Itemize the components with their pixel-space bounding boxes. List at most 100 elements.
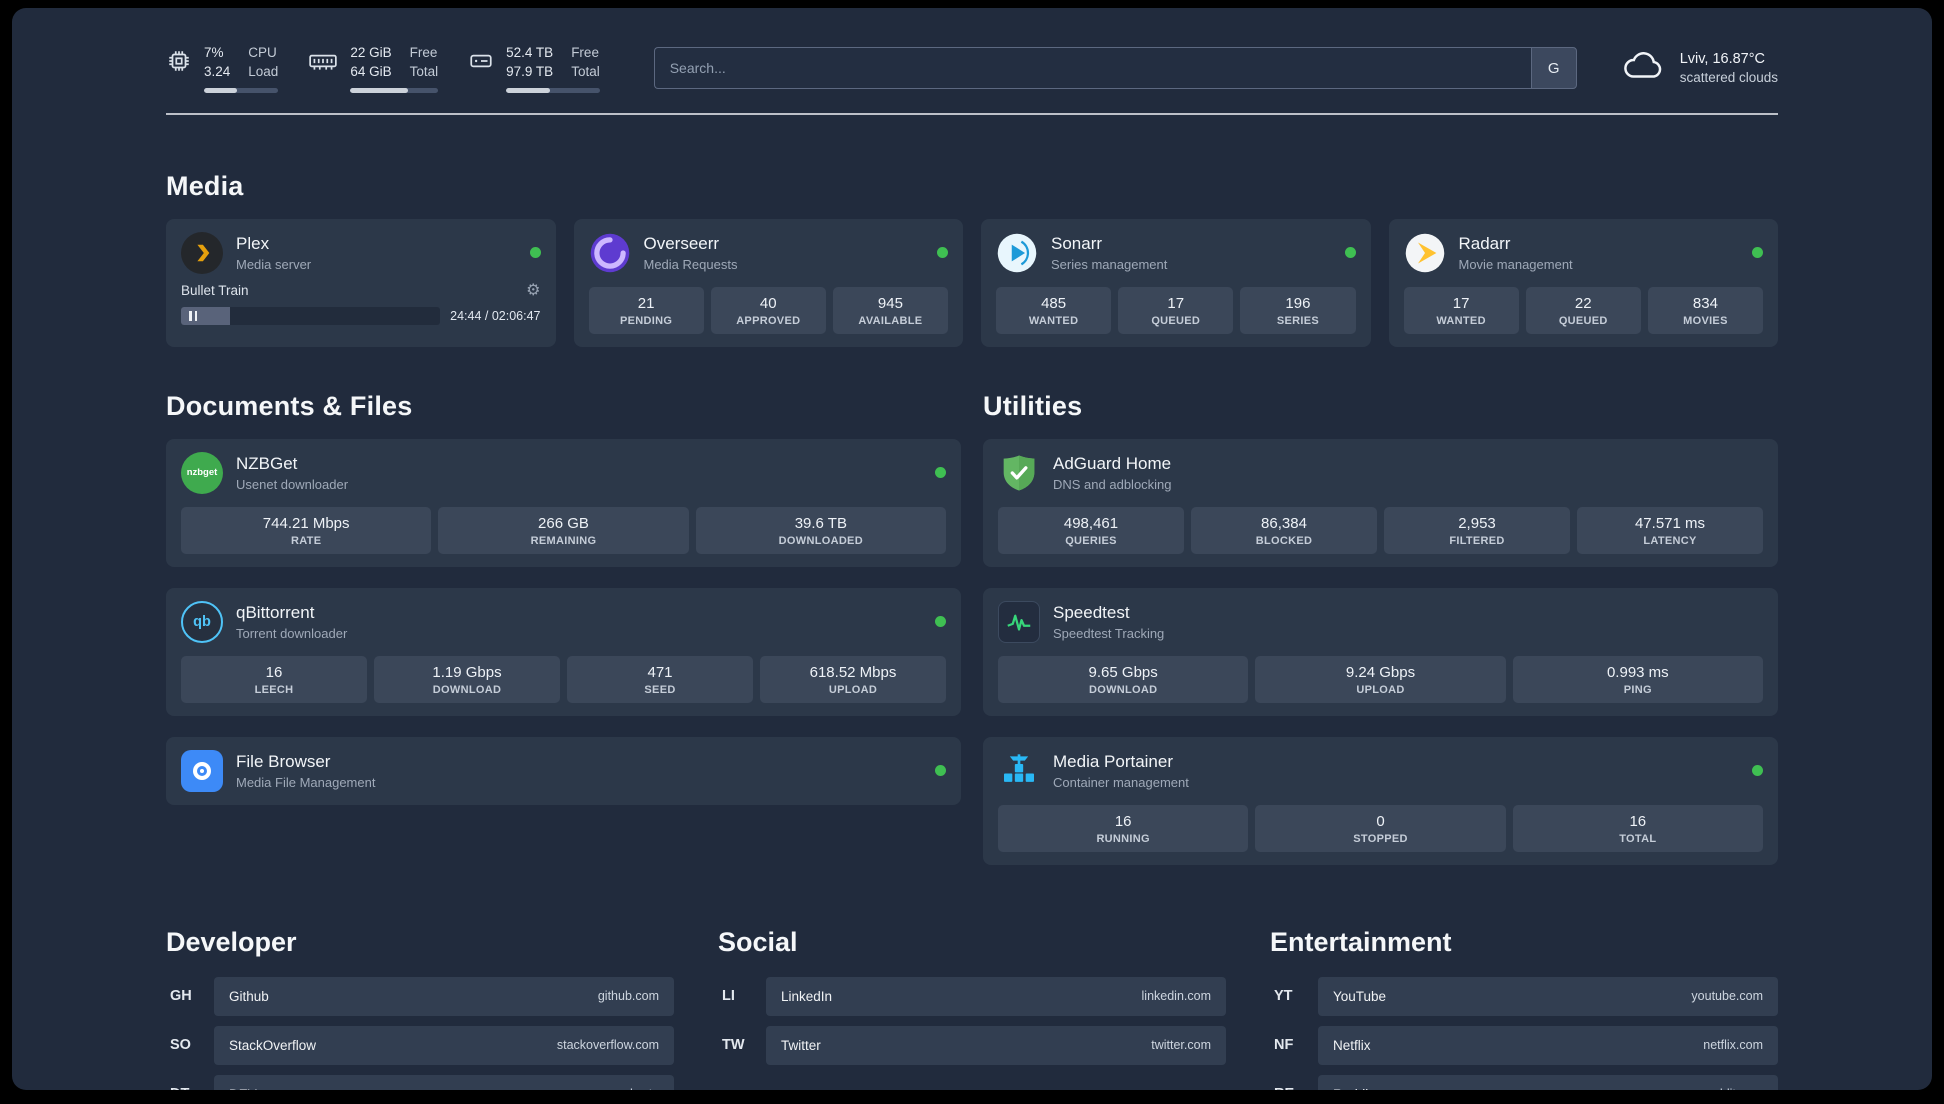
bookmark-name: StackOverflow bbox=[229, 1037, 317, 1053]
bookmark-linkedin[interactable]: LI LinkedIn linkedin.com bbox=[718, 976, 1226, 1016]
memory-free-value: 22 GiB bbox=[350, 45, 392, 60]
app-card-nzbget[interactable]: nzbget NZBGet Usenet downloader 744.21 M… bbox=[166, 438, 961, 567]
bookmark-name: DEV bbox=[229, 1087, 257, 1090]
bookmark-abbr: RE bbox=[1270, 1075, 1318, 1090]
memory-total-value: 64 GiB bbox=[350, 63, 392, 79]
dashboard: 7% 3.24 CPU Load bbox=[12, 8, 1932, 1090]
cpu-load-label: Load bbox=[248, 63, 279, 79]
bookmark-url: stackoverflow.com bbox=[556, 1038, 659, 1053]
status-indicator bbox=[1752, 247, 1763, 259]
playback-time: 24:44 / 02:06:47 bbox=[450, 308, 541, 323]
search-bar: G bbox=[653, 47, 1577, 90]
bookmark-group-entertainment: Entertainment YT YouTube youtube.com NF … bbox=[1270, 927, 1778, 1090]
bookmark-netflix[interactable]: NF Netflix netflix.com bbox=[1270, 1025, 1778, 1065]
cpu-progress-fill bbox=[204, 87, 238, 93]
nzbget-icon: nzbget bbox=[181, 451, 223, 494]
stat-tile: 21 PENDING bbox=[588, 286, 704, 334]
stat-tile: 0 STOPPED bbox=[1255, 804, 1506, 852]
stat-tile: 1.19 Gbps DOWNLOAD bbox=[374, 655, 560, 703]
app-title: Plex bbox=[236, 233, 270, 253]
search-input[interactable] bbox=[653, 47, 1531, 90]
bookmark-group-title: Developer bbox=[166, 926, 297, 957]
sonarr-icon bbox=[996, 232, 1038, 274]
app-card-qbittorrent[interactable]: qb qBittorrent Torrent downloader 16 LEE… bbox=[166, 587, 961, 716]
app-subtitle: Movie management bbox=[1458, 256, 1573, 272]
weather-location: Lviv, 16.87°C bbox=[1679, 51, 1766, 68]
stat-tile: 0.993 ms PING bbox=[1512, 655, 1763, 703]
bookmark-name: Reddit bbox=[1333, 1087, 1372, 1090]
bookmark-group-title: Social bbox=[718, 926, 798, 957]
app-title: NZBGet bbox=[236, 453, 298, 473]
bookmark-youtube[interactable]: YT YouTube youtube.com bbox=[1270, 976, 1778, 1016]
bookmark-group-title: Entertainment bbox=[1270, 926, 1452, 957]
app-subtitle: Media File Management bbox=[236, 774, 376, 790]
bookmark-abbr: NF bbox=[1274, 1037, 1294, 1054]
stat-tile: 9.65 Gbps DOWNLOAD bbox=[998, 655, 1249, 703]
app-card-portainer[interactable]: Media Portainer Container management 16 … bbox=[983, 736, 1778, 865]
top-bar: 7% 3.24 CPU Load bbox=[166, 44, 1778, 93]
stat-tile: 39.6 TB DOWNLOADED bbox=[695, 506, 946, 554]
bookmark-twitter[interactable]: TW Twitter twitter.com bbox=[718, 1025, 1226, 1065]
speedtest-icon bbox=[998, 600, 1040, 643]
bookmark-name: Netflix bbox=[1333, 1037, 1371, 1053]
app-card-adguard[interactable]: AdGuard Home DNS and adblocking 498,461 … bbox=[983, 438, 1778, 567]
now-playing-title: Bullet Train bbox=[181, 283, 249, 299]
stat-tile: 485 WANTED bbox=[996, 286, 1112, 334]
disk-free-value: 52.4 TB bbox=[506, 45, 554, 60]
overseerr-icon bbox=[589, 232, 631, 274]
stat-tile: 471 SEED bbox=[567, 655, 753, 703]
search-engine-button[interactable]: G bbox=[1530, 47, 1577, 90]
memory-free-label: Free bbox=[409, 45, 438, 60]
app-card-filebrowser[interactable]: File Browser Media File Management bbox=[166, 736, 961, 805]
bookmark-reddit[interactable]: RE Reddit reddit.com bbox=[1270, 1074, 1778, 1090]
app-card-radarr[interactable]: Radarr Movie management 17 WANTED 22 QUE… bbox=[1388, 218, 1778, 347]
section-title-media: Media bbox=[166, 170, 244, 201]
gear-icon[interactable]: ⚙ bbox=[526, 281, 541, 299]
app-card-sonarr[interactable]: Sonarr Series management 485 WANTED 17 Q… bbox=[981, 218, 1371, 347]
disk-progress-fill bbox=[506, 87, 551, 93]
status-indicator bbox=[935, 467, 946, 479]
stat-tile: 744.21 Mbps RATE bbox=[181, 506, 432, 554]
bookmark-url: github.com bbox=[597, 989, 659, 1004]
cpu-widget: 7% 3.24 CPU Load bbox=[166, 44, 279, 93]
app-card-speedtest[interactable]: Speedtest Speedtest Tracking 9.65 Gbps D… bbox=[983, 587, 1778, 716]
disk-free-label: Free bbox=[571, 45, 599, 60]
stat-tile: 17 QUEUED bbox=[1118, 286, 1234, 334]
memory-total-label: Total bbox=[409, 63, 439, 79]
documents-column: Documents & Files nzbget NZBGet Usenet d… bbox=[166, 347, 961, 805]
app-subtitle: Media Requests bbox=[643, 256, 738, 272]
section-title-utilities: Utilities bbox=[983, 390, 1083, 421]
seek-progress bbox=[181, 306, 231, 325]
app-subtitle: Container management bbox=[1053, 774, 1189, 790]
bookmark-url: youtube.com bbox=[1691, 989, 1763, 1004]
bookmark-group-developer: Developer GH Github github.com SO StackO… bbox=[166, 927, 674, 1090]
status-indicator bbox=[529, 247, 541, 259]
stat-tile: 40 APPROVED bbox=[710, 286, 826, 334]
app-title: File Browser bbox=[236, 751, 331, 771]
bookmark-stackoverflow[interactable]: SO StackOverflow stackoverflow.com bbox=[166, 1025, 674, 1065]
stat-tile: 16 TOTAL bbox=[1512, 804, 1763, 852]
disk-total-label: Total bbox=[571, 63, 600, 79]
seek-bar[interactable] bbox=[181, 306, 441, 325]
stat-tile: 834 MOVIES bbox=[1647, 286, 1764, 334]
cloud-icon bbox=[1621, 48, 1667, 89]
status-indicator bbox=[935, 616, 946, 628]
app-subtitle: Series management bbox=[1051, 256, 1168, 272]
pause-icon[interactable] bbox=[189, 310, 197, 321]
cpu-progress-bar bbox=[204, 87, 279, 93]
bookmark-name: Github bbox=[229, 988, 269, 1004]
bookmark-url: linkedin.com bbox=[1141, 989, 1211, 1004]
bookmark-abbr: GH bbox=[170, 988, 192, 1005]
cpu-chip-icon bbox=[166, 48, 192, 79]
status-indicator bbox=[1344, 247, 1356, 259]
app-card-overseerr[interactable]: Overseerr Media Requests 21 PENDING 40 A… bbox=[573, 218, 963, 347]
status-indicator bbox=[1752, 765, 1763, 777]
app-title: qBittorrent bbox=[236, 602, 315, 622]
app-card-plex[interactable]: Plex Media server Bullet Train ⚙ 24:44 /… bbox=[166, 218, 556, 347]
app-title: AdGuard Home bbox=[1053, 453, 1172, 473]
bookmark-dev[interactable]: DT DEV dev.to bbox=[166, 1074, 674, 1090]
app-title: Speedtest bbox=[1053, 602, 1130, 622]
stat-tile: 86,384 BLOCKED bbox=[1191, 506, 1377, 554]
utilities-column: Utilities AdGuard Home bbox=[983, 347, 1778, 865]
bookmark-github[interactable]: GH Github github.com bbox=[166, 976, 674, 1016]
